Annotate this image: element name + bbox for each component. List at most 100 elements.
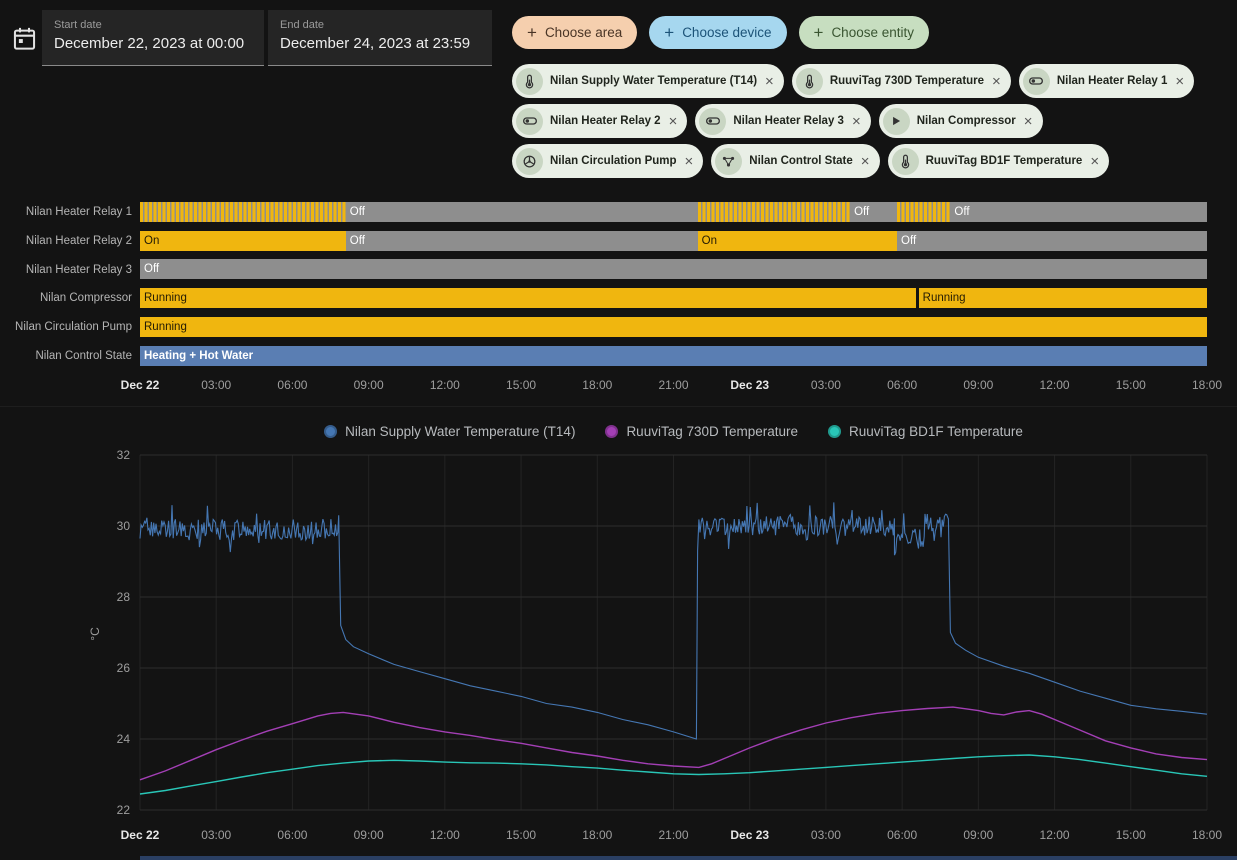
entity-chip[interactable]: RuuviTag 730D Temperature × [791, 64, 1011, 98]
x-tick-label: 12:00 [1039, 378, 1070, 392]
timeline-segment-off[interactable]: Off [850, 202, 898, 222]
y-tick-label: 24 [117, 732, 131, 746]
entity-chip[interactable]: Nilan Compressor × [878, 104, 1043, 138]
entity-chip-label: RuuviTag 730D Temperature [829, 75, 985, 87]
entity-chip-label: Nilan Heater Relay 3 [733, 115, 844, 127]
series-line-1[interactable] [139, 502, 1208, 740]
legend-label: RuuviTag BD1F Temperature [849, 424, 1023, 439]
timeline-segment-off[interactable]: Off [897, 230, 1207, 251]
x-tick-label: 06:00 [887, 828, 917, 842]
x-tick-label: 12:00 [429, 378, 460, 392]
choose-device-button[interactable]: + Choose device [649, 16, 787, 49]
calendar-icon[interactable] [8, 24, 40, 56]
close-icon[interactable]: × [851, 112, 861, 130]
timeline-segment-on[interactable]: On [140, 230, 346, 251]
choose-area-button[interactable]: + Choose area [512, 16, 638, 49]
thermometer-icon [516, 67, 543, 95]
timeline-segment-heating_hot_water[interactable]: Heating + Hot Water [140, 345, 1207, 366]
x-tick-label: 09:00 [963, 828, 993, 842]
entity-chip-label: Nilan Supply Water Temperature (T14) [550, 75, 758, 87]
x-tick-label: Dec 22 [120, 378, 160, 392]
timeline-x-axis: Dec 22 03:00 06:00 09:00 12:00 15:00 18:00 21:0… [121, 378, 1222, 394]
start-date-value: December 22, 2023 at 00:00 [54, 35, 245, 52]
close-icon[interactable]: × [860, 152, 870, 170]
entity-chip-row: Nilan Supply Water Temperature (T14) × Ruu… [512, 64, 1230, 98]
entity-chip-row: Nilan Circulation Pump × Nilan Control Sta… [512, 144, 1230, 178]
close-icon[interactable]: × [1090, 152, 1100, 170]
x-tick-label: 09:00 [354, 828, 384, 842]
legend-marker [828, 425, 842, 438]
plus-icon: + [664, 23, 675, 42]
legend-item[interactable]: RuuviTag BD1F Temperature [828, 424, 1023, 439]
close-icon[interactable]: × [668, 112, 678, 130]
series-line-3[interactable] [139, 754, 1208, 795]
choose-area-label: Choose area [544, 25, 623, 40]
timeline-row-track: Off [140, 259, 1207, 280]
x-tick-label: 03:00 [810, 378, 841, 392]
start-date-field[interactable]: Start date December 22, 2023 at 00:00 [42, 10, 264, 66]
entity-chip[interactable]: Nilan Heater Relay 3 × [695, 104, 871, 138]
timeline-segment-off[interactable]: Off [345, 230, 698, 251]
timeline-segment-off[interactable]: Off [950, 202, 1207, 222]
legend-item[interactable]: RuuviTag 730D Temperature [605, 424, 798, 439]
play-icon [882, 107, 910, 135]
legend-marker [605, 425, 619, 438]
timeline-row-track: Running [140, 316, 1207, 337]
entity-chip-label: Nilan Heater Relay 2 [550, 115, 661, 127]
timeline-segment-cycling[interactable] [697, 202, 851, 222]
legend: Nilan Supply Water Temperature (T14) Ruuv… [140, 424, 1207, 439]
series-line-2[interactable] [139, 706, 1208, 781]
x-tick-label: 03:00 [201, 828, 231, 842]
entity-chip[interactable]: RuuviTag BD1F Temperature × [887, 144, 1110, 178]
timeline-segment-running[interactable]: Running [140, 288, 917, 309]
x-tick-label: 18:00 [582, 378, 613, 392]
thermometer-icon [891, 147, 919, 175]
timeline-segment-off[interactable]: Off [140, 259, 1207, 280]
legend-label: RuuviTag 730D Temperature [626, 424, 799, 439]
legend-item[interactable]: Nilan Supply Water Temperature (T14) [324, 424, 575, 439]
entity-chip[interactable]: Nilan Heater Relay 2 × [512, 104, 688, 138]
timeline-row-label: Nilan Compressor [39, 292, 132, 305]
next-chart-partial-bar [140, 856, 1237, 860]
timeline-segment-on[interactable]: On [697, 230, 898, 251]
temperature-line-chart: Nilan Supply Water Temperature (T14) Ruuv… [0, 410, 1237, 860]
timeline-segment-cycling[interactable] [140, 202, 346, 222]
end-date-field[interactable]: End date December 24, 2023 at 23:59 [268, 10, 492, 66]
timeline-segment-cycling[interactable] [897, 202, 951, 222]
close-icon[interactable]: × [684, 152, 694, 170]
close-icon[interactable]: × [992, 72, 1001, 90]
entity-chip[interactable]: Nilan Control State × [711, 144, 880, 178]
entity-chip-label: Nilan Compressor [916, 115, 1016, 127]
entity-chip[interactable]: Nilan Heater Relay 1 × [1018, 64, 1195, 98]
choose-entity-button[interactable]: + Choose entity [798, 16, 929, 49]
x-tick-label: Dec 23 [730, 828, 769, 842]
timeline-row-track: Heating + Hot Water [140, 345, 1207, 366]
x-tick-label: Dec 22 [121, 828, 160, 842]
entity-chip-rows: Nilan Supply Water Temperature (T14) × Ruu… [512, 64, 1230, 178]
close-icon[interactable]: × [1175, 72, 1185, 90]
x-tick-label: 21:00 [658, 828, 688, 842]
close-icon[interactable]: × [765, 72, 774, 90]
entity-chip-label: Nilan Control State [749, 155, 853, 167]
entity-chip[interactable]: Nilan Circulation Pump × [512, 144, 704, 178]
close-icon[interactable]: × [1023, 112, 1033, 130]
timeline-segment-running[interactable]: Running [918, 288, 1207, 309]
end-date-value: December 24, 2023 at 23:59 [280, 35, 471, 52]
x-tick-label: 09:00 [963, 378, 994, 392]
entity-chip-label: Nilan Circulation Pump [550, 155, 677, 167]
timeline-row-track: Off Off Off [140, 202, 1207, 222]
x-tick-label: 18:00 [1192, 828, 1222, 842]
x-tick-label: 18:00 [1191, 378, 1223, 392]
timeline-row-label: Nilan Circulation Pump [15, 321, 132, 334]
x-tick-label: 06:00 [277, 828, 307, 842]
entity-chip[interactable]: Nilan Supply Water Temperature (T14) × [512, 64, 784, 98]
legend-label: Nilan Supply Water Temperature (T14) [345, 424, 576, 439]
timeline-rows: Nilan Heater Relay 1 Off Off Off Nilan Heate… [0, 198, 1237, 398]
x-tick-label: 15:00 [506, 828, 536, 842]
x-tick-label: 06:00 [887, 378, 918, 392]
timeline-segment-off[interactable]: Off [345, 202, 698, 222]
y-tick-label: 26 [117, 661, 131, 675]
timeline-segment-running[interactable]: Running [140, 316, 1207, 337]
toggle-icon [1022, 67, 1050, 95]
end-date-label: End date [280, 19, 325, 31]
